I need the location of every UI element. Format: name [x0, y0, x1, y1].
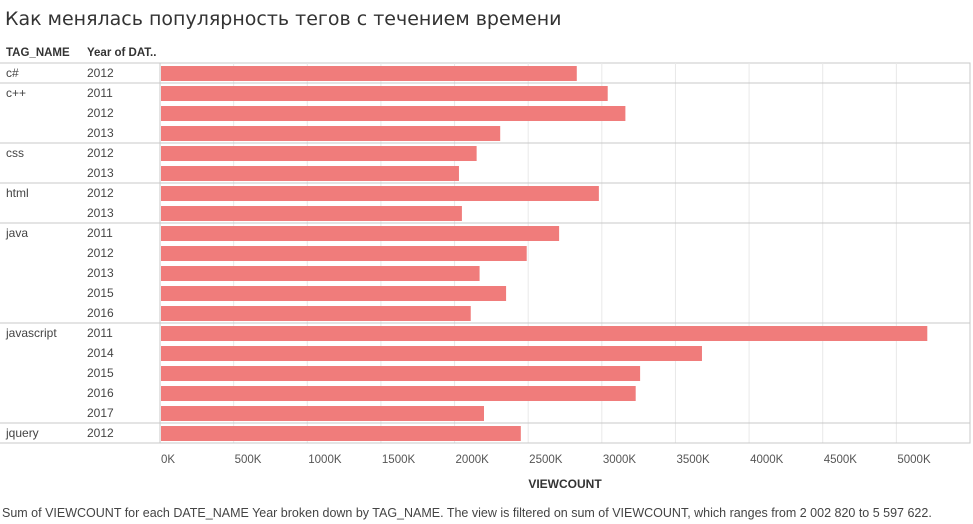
tag-column-header[interactable]: TAG_NAME — [6, 47, 70, 59]
year-label: 2015 — [87, 286, 114, 300]
x-tick-label: 2500K — [529, 454, 563, 466]
bar — [161, 386, 636, 401]
x-tick-label: 5000K — [897, 454, 931, 466]
bar-chart: 0K 500K 1000K 1500K 2000K 2500K 3000K 3500K 4000… — [0, 62, 971, 491]
year-label: 2013 — [87, 206, 114, 220]
tag-label: java — [5, 226, 28, 240]
year-label: 2016 — [87, 386, 114, 400]
x-tick-label: 500K — [235, 454, 262, 466]
year-label: 2013 — [87, 166, 114, 180]
bar — [161, 86, 608, 101]
year-label: 2014 — [87, 346, 114, 360]
year-label: 2016 — [87, 306, 114, 320]
x-tick-label: 2000K — [456, 454, 490, 466]
year-label: 2012 — [87, 246, 114, 260]
year-column-header[interactable]: Year of DAT.. — [87, 47, 157, 59]
x-tick-label: 1000K — [308, 454, 342, 466]
bar — [161, 266, 480, 281]
year-label: 2012 — [87, 146, 114, 160]
x-axis-title: VIEWCOUNT — [528, 477, 602, 491]
bar — [161, 146, 477, 161]
bar — [161, 366, 641, 381]
tag-label: jquery — [5, 426, 39, 440]
x-tick-label: 4000K — [750, 454, 784, 466]
x-tick-label: 3500K — [676, 454, 710, 466]
bar — [161, 326, 928, 341]
bar — [161, 206, 462, 221]
x-tick-label: 0K — [161, 454, 175, 466]
x-tick-label: 4500K — [824, 454, 858, 466]
year-label: 2013 — [87, 266, 114, 280]
bar — [161, 346, 702, 361]
bar — [161, 406, 484, 421]
bar — [161, 426, 521, 441]
year-label: 2013 — [87, 126, 114, 140]
chart-title: Как менялась популярность тегов с течени… — [5, 8, 562, 30]
bar — [161, 306, 471, 321]
bar — [161, 126, 501, 141]
tag-label: css — [6, 146, 24, 160]
tag-label: c++ — [6, 86, 26, 100]
tag-label: c# — [6, 66, 19, 80]
year-label: 2012 — [87, 426, 114, 440]
year-label: 2012 — [87, 66, 114, 80]
chart-caption: Sum of VIEWCOUNT for each DATE_NAME Year… — [2, 506, 932, 520]
year-label: 2011 — [87, 226, 113, 240]
year-label: 2012 — [87, 186, 114, 200]
x-tick-label: 1500K — [382, 454, 416, 466]
bar — [161, 246, 527, 261]
x-tick-label: 3000K — [603, 454, 637, 466]
bar — [161, 226, 560, 241]
year-label: 2011 — [87, 86, 113, 100]
year-label: 2011 — [87, 326, 113, 340]
year-label: 2012 — [87, 106, 114, 120]
bar — [161, 186, 599, 201]
year-label: 2015 — [87, 366, 114, 380]
tag-label: html — [6, 186, 29, 200]
bar — [161, 66, 577, 81]
bar — [161, 106, 626, 121]
year-label: 2017 — [87, 406, 114, 420]
tag-label: javascript — [5, 326, 57, 340]
bar — [161, 286, 507, 301]
bar — [161, 166, 459, 181]
